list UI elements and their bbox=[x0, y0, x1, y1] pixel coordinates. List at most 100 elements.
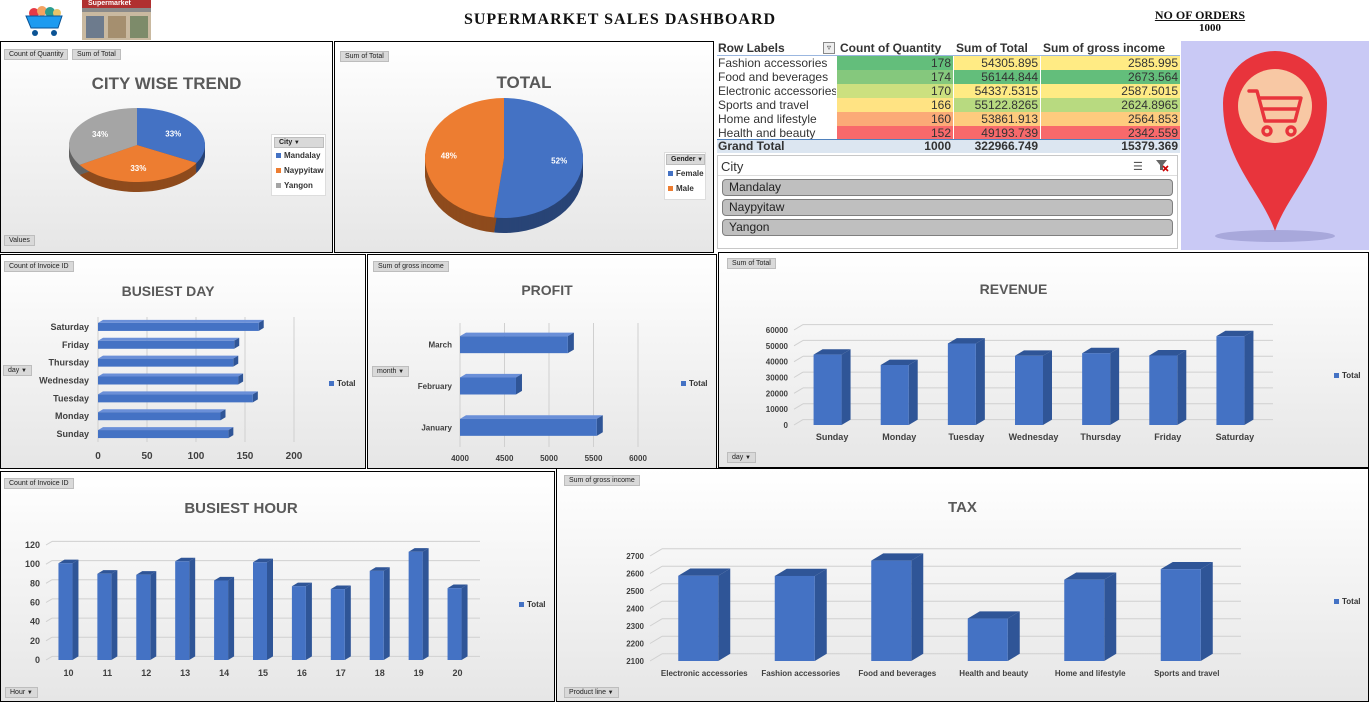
pivot-qty-cell: 170 bbox=[837, 84, 953, 98]
city-trend-panel: Count of Quantity Sum of Total CITY WISE… bbox=[0, 41, 333, 253]
bar-friday bbox=[98, 340, 235, 349]
pie-slice-male bbox=[424, 98, 504, 218]
bar-side bbox=[422, 548, 429, 660]
category-label: Sunday bbox=[816, 432, 849, 442]
gridline bbox=[649, 635, 663, 644]
orders-value: 1000 bbox=[1199, 22, 1221, 34]
y-tick-label: 0 bbox=[35, 655, 40, 665]
category-label: Food and beverages bbox=[858, 669, 936, 678]
category-label: February bbox=[418, 382, 453, 391]
bar-sports-and-travel bbox=[1160, 569, 1201, 661]
pivot-gross-cell: 2587.5015 bbox=[1041, 84, 1180, 98]
grand-total-gross: 15379.369 bbox=[1121, 139, 1178, 153]
gender-filter-button[interactable]: Gender bbox=[666, 154, 705, 165]
pivot-header-qty: Count of Quantity bbox=[840, 41, 942, 55]
bar-side bbox=[344, 585, 351, 660]
category-label: 10 bbox=[63, 668, 73, 678]
bar-top bbox=[871, 553, 924, 561]
bar-side bbox=[908, 359, 918, 425]
gridline bbox=[45, 617, 53, 623]
pivot-row: Electronic accessories 170 54337.5315 2587.… bbox=[717, 84, 1180, 98]
bar-side bbox=[1007, 611, 1020, 661]
count-of-invoice-button[interactable]: Count of Invoice ID bbox=[4, 261, 74, 272]
shopping-cart-icon bbox=[1247, 89, 1303, 137]
sum-of-gross-income-button[interactable]: Sum of gross income bbox=[564, 475, 640, 486]
bar-health-and-beauty bbox=[967, 618, 1008, 661]
day-filter-button[interactable]: day bbox=[3, 365, 32, 376]
count-of-invoice-button[interactable]: Count of Invoice ID bbox=[4, 478, 74, 489]
slicer-item-mandalay[interactable]: Mandalay bbox=[722, 179, 1173, 196]
pivot-total-cell: 55122.8265 bbox=[954, 98, 1040, 112]
slicer-title: City bbox=[721, 159, 744, 174]
bar-side bbox=[1104, 572, 1117, 661]
y-tick-label: 20000 bbox=[766, 389, 789, 398]
product-line-filter-button[interactable]: Product line bbox=[564, 687, 619, 698]
day-filter-button[interactable]: day bbox=[727, 452, 756, 463]
bar-12 bbox=[136, 574, 151, 660]
x-tick-label: 4500 bbox=[496, 454, 514, 463]
row-labels-filter-icon[interactable]: ▿ bbox=[823, 42, 835, 54]
gridline bbox=[793, 371, 804, 378]
slicer-item-yangon[interactable]: Yangon bbox=[722, 219, 1173, 236]
values-button[interactable]: Values bbox=[4, 235, 35, 246]
bar-side bbox=[189, 557, 196, 660]
busiest-hour-legend: Total bbox=[519, 600, 546, 609]
month-filter-button[interactable]: month bbox=[372, 366, 410, 377]
bar-top bbox=[1216, 330, 1254, 337]
sum-of-total-button[interactable]: Sum of Total bbox=[340, 51, 389, 62]
gridline bbox=[45, 598, 53, 603]
legend-label: Total bbox=[337, 379, 356, 388]
gridline bbox=[649, 618, 663, 627]
slicer-item-naypyitaw[interactable]: Naypyitaw bbox=[722, 199, 1173, 216]
bar-side bbox=[252, 391, 258, 403]
gender-legend: Gender Female Male bbox=[664, 152, 706, 200]
gridline bbox=[649, 565, 663, 574]
bar-top bbox=[291, 582, 312, 587]
bar-top bbox=[813, 349, 851, 355]
bar-15 bbox=[253, 562, 267, 660]
legend-item: Naypyitaw bbox=[276, 166, 324, 175]
y-tick-label: 2500 bbox=[626, 587, 644, 596]
category-label: Tuesday bbox=[948, 432, 984, 442]
sum-of-total-button[interactable]: Sum of Total bbox=[72, 49, 121, 60]
pie-data-label: 34% bbox=[92, 130, 108, 139]
bar-thursday bbox=[98, 358, 234, 367]
clear-filter-icon[interactable] bbox=[1155, 158, 1169, 172]
hour-filter-button[interactable]: Hour bbox=[5, 687, 38, 698]
grand-total-label: Grand Total bbox=[718, 139, 785, 153]
bar-side bbox=[228, 576, 235, 660]
multi-select-icon[interactable]: ☰ bbox=[1133, 161, 1143, 173]
sum-of-total-button[interactable]: Sum of Total bbox=[727, 258, 776, 269]
pie-data-label: 33% bbox=[130, 164, 146, 173]
pivot-header-total: Sum of Total bbox=[956, 41, 1028, 55]
bar-february bbox=[460, 377, 516, 395]
bar-side bbox=[1200, 561, 1213, 661]
bar-saturday bbox=[98, 322, 259, 331]
city-filter-button[interactable]: City bbox=[274, 137, 324, 148]
gender-pie-chart: 52% 48% bbox=[424, 98, 583, 233]
bar-fashion-accessories bbox=[774, 575, 815, 661]
pivot-gross-cell: 2673.564 bbox=[1041, 70, 1180, 84]
bar-top bbox=[774, 568, 827, 576]
bar-tuesday bbox=[947, 343, 976, 425]
bar-13 bbox=[175, 561, 190, 660]
pivot-total-cell: 53861.913 bbox=[954, 112, 1040, 126]
category-label: 18 bbox=[375, 668, 385, 678]
pivot-header-gross: Sum of gross income bbox=[1043, 41, 1166, 55]
count-of-quantity-button[interactable]: Count of Quantity bbox=[4, 49, 69, 60]
sum-of-gross-income-button[interactable]: Sum of gross income bbox=[373, 261, 449, 272]
category-label: 19 bbox=[414, 668, 424, 678]
bar-top bbox=[98, 319, 264, 323]
x-tick-label: 200 bbox=[286, 451, 303, 462]
pie-data-label: 33% bbox=[165, 129, 181, 138]
pivot-row-label: Electronic accessories bbox=[718, 84, 836, 98]
bar-side bbox=[150, 571, 157, 660]
bar-top bbox=[97, 570, 118, 574]
busiest-hour-chart: 0 20 40 60 80 100 120 10 11 12 13 14 15 16 17 18 19 20 bbox=[25, 540, 480, 678]
x-tick-label: 100 bbox=[188, 451, 205, 462]
busiest-day-legend: Total bbox=[329, 379, 356, 388]
pivot-row: Sports and travel 166 55122.8265 2624.8965 bbox=[717, 98, 1180, 112]
bar-top bbox=[678, 568, 731, 576]
bar-thursday bbox=[1082, 353, 1111, 425]
bar-side bbox=[841, 349, 851, 425]
